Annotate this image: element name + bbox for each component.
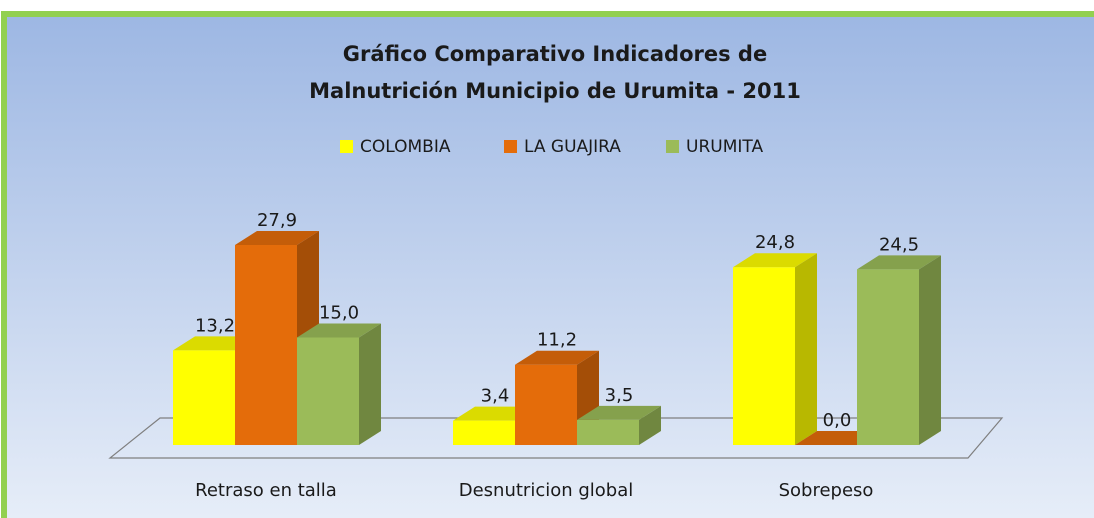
bar-side xyxy=(639,405,661,445)
data-label: 3,4 xyxy=(481,386,510,407)
bar xyxy=(577,419,639,445)
bar xyxy=(857,269,919,445)
data-label: 15,0 xyxy=(319,302,359,323)
data-label: 11,2 xyxy=(537,330,577,351)
data-label: 13,2 xyxy=(195,315,235,336)
bar-top xyxy=(733,253,817,268)
x-tick-label: Desnutricion global xyxy=(459,480,634,501)
legend-swatch xyxy=(504,140,517,153)
bar xyxy=(297,337,359,445)
bar xyxy=(733,267,795,445)
legend-label: LA GUAJIRA xyxy=(524,137,621,157)
data-label: 3,5 xyxy=(605,385,634,406)
bar-top xyxy=(577,405,661,420)
bar-side xyxy=(359,323,381,445)
data-label: 24,5 xyxy=(879,234,919,255)
bar-top xyxy=(515,350,599,365)
x-tick-label: Sobrepeso xyxy=(779,480,874,501)
chart-border xyxy=(1,11,1094,518)
bar-top xyxy=(297,323,381,338)
bar-top xyxy=(235,231,319,245)
data-label: 27,9 xyxy=(257,210,297,231)
legend-swatch xyxy=(666,140,679,153)
legend-label: URUMITA xyxy=(686,137,763,157)
floor xyxy=(108,417,1004,459)
legend-swatch xyxy=(340,140,353,153)
bar xyxy=(173,350,235,445)
x-tick-label: Retraso en talla xyxy=(195,480,337,501)
bar xyxy=(453,420,515,445)
data-label: 24,8 xyxy=(755,232,795,253)
bar xyxy=(235,245,297,445)
bar-side xyxy=(919,255,941,445)
bar-side xyxy=(795,253,817,445)
chart-title: Gráfico Comparativo Indicadores de Malnut… xyxy=(309,42,801,103)
bar xyxy=(515,364,577,445)
legend-label: COLOMBIA xyxy=(360,137,451,157)
bar-top xyxy=(857,255,941,270)
data-label: 0,0 xyxy=(823,410,852,431)
